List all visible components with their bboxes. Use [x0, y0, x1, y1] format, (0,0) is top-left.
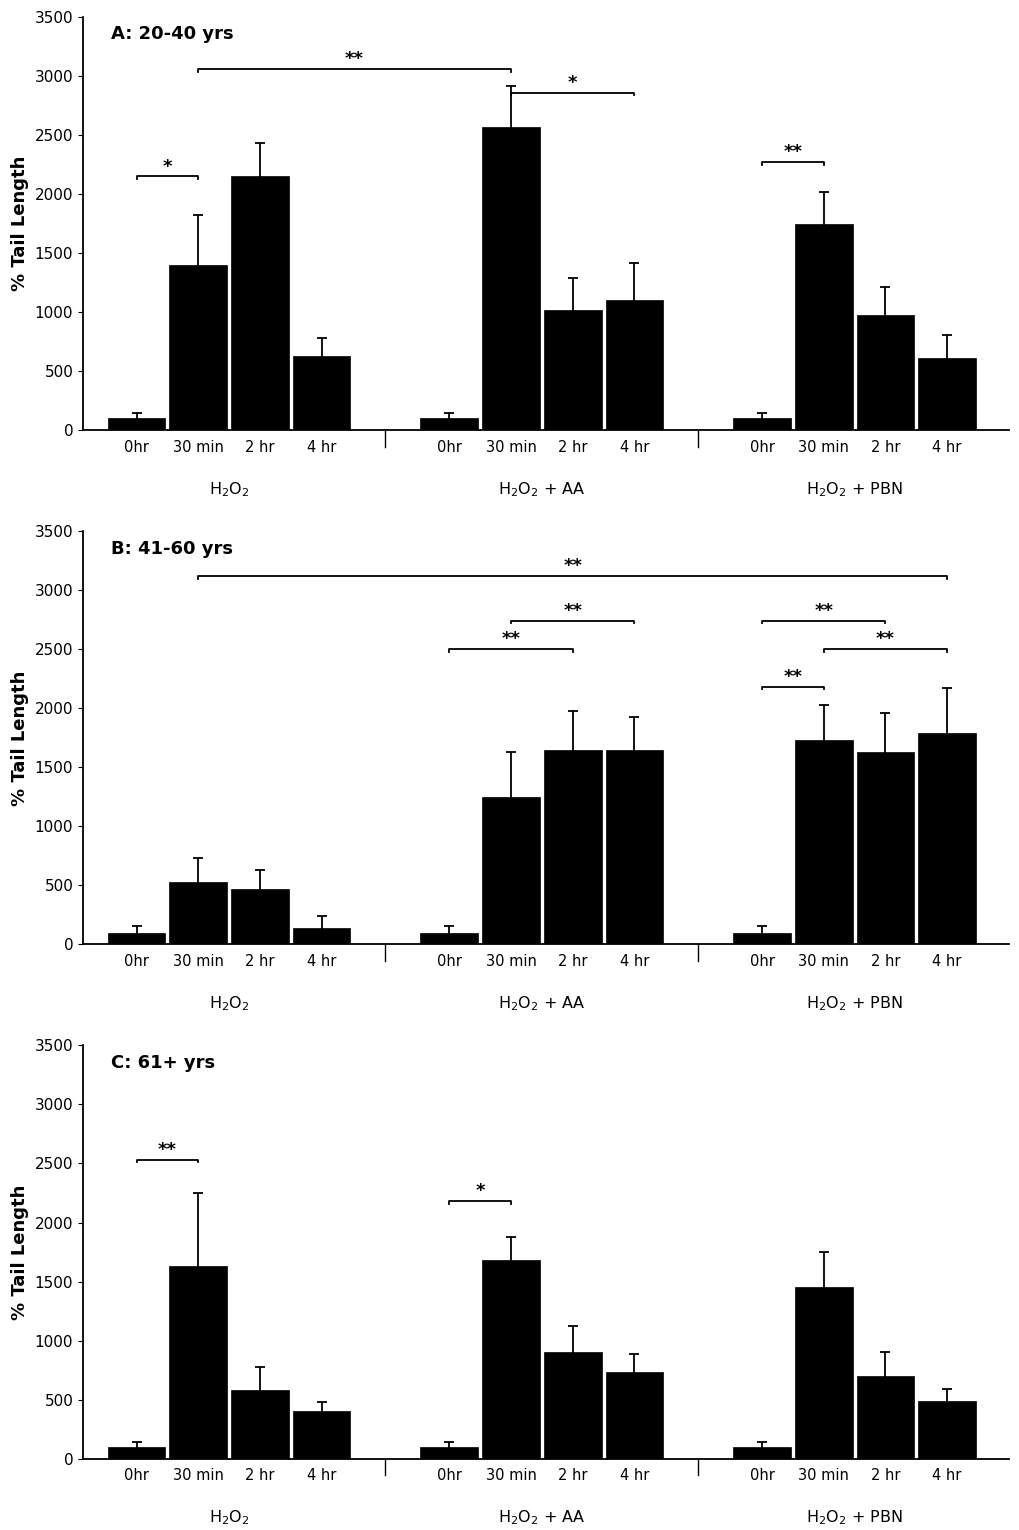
Text: H$_2$O$_2$ + PBN: H$_2$O$_2$ + PBN: [805, 480, 902, 499]
Y-axis label: % Tail Length: % Tail Length: [11, 670, 30, 806]
Bar: [420, 419, 478, 430]
Text: H$_2$O$_2$ + AA: H$_2$O$_2$ + AA: [497, 994, 585, 1013]
Bar: [292, 356, 351, 430]
Text: **: **: [813, 601, 833, 620]
Bar: [917, 733, 975, 944]
Text: **: **: [783, 669, 802, 685]
Text: *: *: [162, 158, 172, 176]
Text: H$_2$O$_2$: H$_2$O$_2$: [209, 480, 249, 499]
Bar: [733, 419, 790, 430]
Text: H$_2$O$_2$ + PBN: H$_2$O$_2$ + PBN: [805, 1509, 902, 1527]
Bar: [169, 265, 227, 430]
Y-axis label: % Tail Length: % Tail Length: [11, 156, 30, 291]
Text: *: *: [568, 73, 577, 92]
Text: **: **: [501, 630, 520, 649]
Text: A: 20-40 yrs: A: 20-40 yrs: [111, 26, 233, 43]
Text: C: 61+ yrs: C: 61+ yrs: [111, 1054, 215, 1071]
Text: **: **: [562, 601, 582, 620]
Bar: [856, 753, 913, 944]
Bar: [292, 927, 351, 944]
Text: H$_2$O$_2$ + AA: H$_2$O$_2$ + AA: [497, 480, 585, 499]
Bar: [605, 1372, 662, 1458]
Bar: [231, 176, 288, 430]
Bar: [856, 315, 913, 430]
Text: H$_2$O$_2$ + PBN: H$_2$O$_2$ + PBN: [805, 994, 902, 1013]
Text: H$_2$O$_2$: H$_2$O$_2$: [209, 994, 249, 1013]
Bar: [543, 750, 601, 944]
Bar: [108, 1447, 165, 1458]
Bar: [543, 1353, 601, 1458]
Bar: [169, 881, 227, 944]
Bar: [605, 750, 662, 944]
Bar: [733, 1447, 790, 1458]
Bar: [794, 1287, 852, 1458]
Bar: [231, 889, 288, 944]
Text: **: **: [158, 1141, 176, 1160]
Bar: [292, 1411, 351, 1458]
Bar: [169, 1267, 227, 1458]
Bar: [420, 1447, 478, 1458]
Text: H$_2$O$_2$: H$_2$O$_2$: [209, 1509, 249, 1527]
Text: H$_2$O$_2$ + AA: H$_2$O$_2$ + AA: [497, 1509, 585, 1527]
Bar: [108, 419, 165, 430]
Y-axis label: % Tail Length: % Tail Length: [11, 1184, 30, 1320]
Bar: [733, 933, 790, 944]
Bar: [605, 300, 662, 430]
Bar: [108, 933, 165, 944]
Bar: [482, 127, 539, 430]
Bar: [420, 933, 478, 944]
Bar: [917, 358, 975, 430]
Bar: [482, 1261, 539, 1458]
Bar: [856, 1375, 913, 1458]
Text: **: **: [875, 630, 894, 649]
Bar: [231, 1391, 288, 1458]
Bar: [917, 1401, 975, 1458]
Text: *: *: [475, 1183, 484, 1201]
Bar: [794, 741, 852, 944]
Text: **: **: [783, 144, 802, 161]
Bar: [794, 223, 852, 430]
Bar: [543, 311, 601, 430]
Text: **: **: [562, 557, 582, 575]
Text: **: **: [344, 50, 364, 69]
Bar: [482, 797, 539, 944]
Text: B: 41-60 yrs: B: 41-60 yrs: [111, 540, 232, 557]
